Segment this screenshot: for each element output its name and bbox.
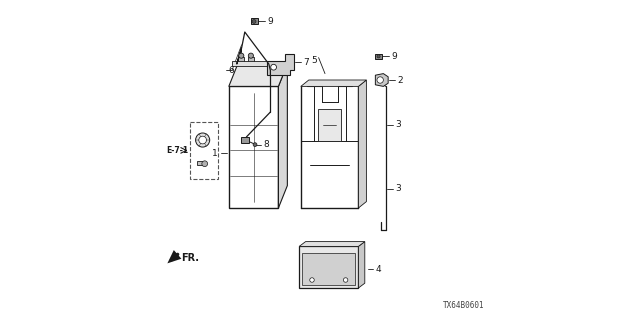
Text: 3: 3 xyxy=(396,184,401,193)
Text: 3: 3 xyxy=(396,120,401,129)
Text: 9: 9 xyxy=(392,52,397,61)
Polygon shape xyxy=(229,64,287,86)
Polygon shape xyxy=(278,64,287,208)
Polygon shape xyxy=(268,54,294,75)
Bar xyxy=(196,161,203,165)
Text: 6: 6 xyxy=(228,66,234,75)
Polygon shape xyxy=(300,242,365,246)
Bar xyxy=(241,137,249,143)
Text: E-7-1: E-7-1 xyxy=(166,146,189,155)
Polygon shape xyxy=(358,242,365,288)
Bar xyxy=(191,122,218,179)
Bar xyxy=(248,57,253,64)
Circle shape xyxy=(253,143,257,147)
Text: 8: 8 xyxy=(264,140,269,149)
Polygon shape xyxy=(168,250,181,263)
Circle shape xyxy=(199,136,207,144)
Circle shape xyxy=(377,55,380,58)
Circle shape xyxy=(202,161,207,167)
Circle shape xyxy=(310,278,314,282)
Text: 9: 9 xyxy=(268,17,273,26)
Bar xyxy=(251,18,258,24)
Text: 5: 5 xyxy=(311,56,317,65)
Polygon shape xyxy=(301,80,366,86)
Bar xyxy=(229,86,278,208)
Polygon shape xyxy=(358,80,366,208)
Circle shape xyxy=(248,53,253,58)
Text: 2: 2 xyxy=(397,76,403,84)
Text: 7: 7 xyxy=(303,58,309,67)
Circle shape xyxy=(377,77,383,83)
Circle shape xyxy=(271,64,276,70)
Circle shape xyxy=(239,53,244,58)
Text: TX64B0601: TX64B0601 xyxy=(443,301,485,310)
Circle shape xyxy=(196,133,210,147)
Text: 4: 4 xyxy=(375,265,381,274)
Bar xyxy=(232,61,275,66)
Bar xyxy=(319,109,340,141)
Circle shape xyxy=(252,20,256,23)
Bar xyxy=(375,54,381,59)
Bar xyxy=(300,246,358,288)
Bar xyxy=(302,253,355,285)
Text: FR.: FR. xyxy=(181,252,199,263)
Bar xyxy=(239,57,244,64)
Polygon shape xyxy=(375,74,388,86)
Circle shape xyxy=(344,278,348,282)
Text: 1: 1 xyxy=(212,149,218,158)
